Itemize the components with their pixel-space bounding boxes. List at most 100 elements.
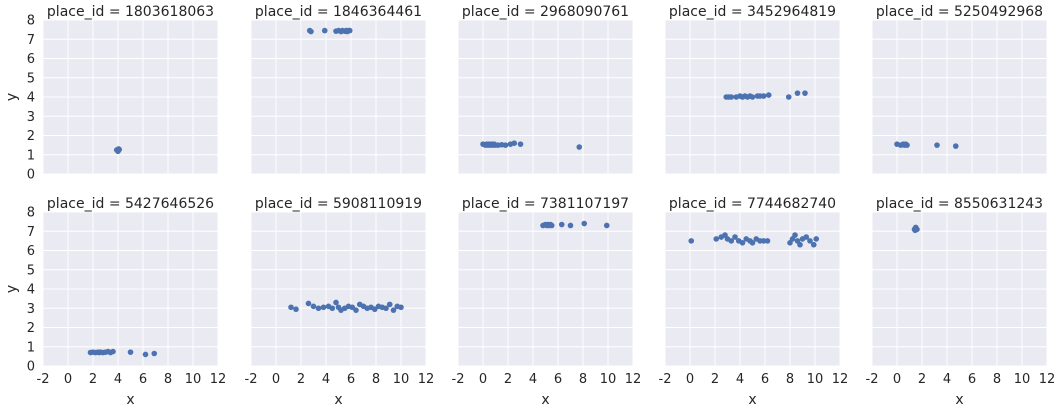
facet-panel-3: place_id = 2968090761 xyxy=(457,4,634,175)
data-point xyxy=(567,222,574,229)
data-point xyxy=(728,238,735,244)
data-point xyxy=(797,241,803,248)
data-point xyxy=(732,234,738,240)
x-tick-label: 12 xyxy=(625,372,642,387)
x-tick-label: 8 xyxy=(993,372,1001,387)
x-tick-label: 12 xyxy=(832,372,849,387)
data-point xyxy=(293,306,299,313)
x-tick-label: 2 xyxy=(89,372,97,387)
data-point xyxy=(913,226,920,232)
y-tick-label: 1 xyxy=(27,340,35,355)
data-point xyxy=(315,305,322,312)
x-tick-label: 2 xyxy=(711,372,719,387)
x-tick-label: 12 xyxy=(418,372,435,387)
facet-panel-9: place_id = 7744682740 -2 0 2 4 6 8 10 12 x xyxy=(659,196,849,408)
y-tick-label: 0 xyxy=(27,168,35,183)
data-point xyxy=(517,141,524,147)
x-axis-label: x xyxy=(955,392,963,408)
data-point xyxy=(581,220,588,227)
data-point xyxy=(713,236,720,242)
facet-panel-5: place_id = 5250492968 xyxy=(871,4,1048,175)
data-point xyxy=(803,234,810,240)
data-point xyxy=(333,299,339,306)
y-tick-label: 8 xyxy=(27,14,35,29)
x-axis-label: x xyxy=(541,392,549,408)
y-tick-label: 3 xyxy=(27,302,35,317)
facet-title: place_id = 5908110919 xyxy=(255,196,422,212)
data-point xyxy=(813,236,820,242)
facet-panel-7: place_id = 5908110919 -2 0 2 4 6 8 10 12 x xyxy=(245,196,435,408)
x-tick-label: 4 xyxy=(322,372,330,387)
data-point xyxy=(329,305,336,312)
y-tick-label: 2 xyxy=(27,129,35,144)
facet-panel-1: place_id = 1803618063 0 1 2 3 4 5 6 7 8 y xyxy=(4,4,219,183)
data-point xyxy=(353,307,359,313)
data-point xyxy=(802,90,808,96)
data-point xyxy=(548,222,555,229)
x-axis-label: x xyxy=(126,392,134,408)
x-tick-label: -2 xyxy=(659,372,672,387)
x-tick-label: 0 xyxy=(686,372,694,387)
x-tick-label: -2 xyxy=(37,372,50,387)
x-tick-label: 6 xyxy=(139,372,147,387)
x-tick-label: 10 xyxy=(185,372,202,387)
facet-title: place_id = 1846364461 xyxy=(255,4,422,20)
data-point xyxy=(321,27,328,34)
x-tick-label: 8 xyxy=(786,372,794,387)
data-point xyxy=(728,94,735,100)
data-point xyxy=(952,143,959,149)
data-point xyxy=(739,240,746,246)
y-tick-label: 6 xyxy=(27,52,35,67)
facet-title: place_id = 5250492968 xyxy=(876,4,1043,20)
facet-title: place_id = 8550631243 xyxy=(876,196,1043,212)
facet-panel-2: place_id = 1846364461 xyxy=(250,4,427,175)
y-tick-label: 4 xyxy=(27,91,35,106)
data-point xyxy=(310,303,317,310)
data-point xyxy=(127,349,134,355)
x-tick-label: 4 xyxy=(943,372,951,387)
x-tick-label: 10 xyxy=(1014,372,1031,387)
data-point xyxy=(398,304,404,311)
x-tick-label: 8 xyxy=(579,372,587,387)
data-point xyxy=(386,301,393,308)
x-tick-label: 0 xyxy=(272,372,280,387)
x-tick-label: -2 xyxy=(245,372,258,387)
data-point xyxy=(383,305,389,312)
x-tick-label: 2 xyxy=(504,372,512,387)
facet-title: place_id = 5427646526 xyxy=(47,196,214,212)
data-point xyxy=(764,238,771,244)
facet-title: place_id = 2968090761 xyxy=(462,4,629,20)
x-tick-label: 12 xyxy=(210,372,227,387)
x-tick-label: 4 xyxy=(114,372,122,387)
x-tick-label: 2 xyxy=(297,372,305,387)
data-point xyxy=(308,28,314,35)
y-tick-label: 4 xyxy=(27,283,35,298)
y-tick-label: 7 xyxy=(27,225,35,240)
y-tick-label: 3 xyxy=(27,110,35,125)
y-tick-label: 7 xyxy=(27,33,35,48)
facet-title: place_id = 7381107197 xyxy=(462,196,629,212)
data-point xyxy=(390,307,397,313)
facet-panel-10: place_id = 8550631243 -2 0 2 4 6 8 10 12 x xyxy=(866,196,1056,408)
x-tick-label: 2 xyxy=(918,372,926,387)
facet-title: place_id = 7744682740 xyxy=(669,196,836,212)
data-point xyxy=(785,94,792,100)
data-point xyxy=(688,238,695,244)
facet-panel-4: place_id = 3452964819 xyxy=(664,4,841,175)
x-tick-label: 8 xyxy=(164,372,172,387)
data-point xyxy=(603,222,610,229)
x-tick-label: 4 xyxy=(529,372,537,387)
x-tick-label: 6 xyxy=(968,372,976,387)
data-point xyxy=(346,27,353,34)
x-tick-label: 4 xyxy=(736,372,744,387)
x-tick-label: 10 xyxy=(600,372,617,387)
data-point xyxy=(110,348,116,355)
x-tick-label: 0 xyxy=(479,372,487,387)
data-point xyxy=(576,144,583,150)
data-point xyxy=(151,350,158,357)
data-point xyxy=(320,304,327,311)
facet-title: place_id = 1803618063 xyxy=(47,4,214,20)
data-point xyxy=(792,232,798,238)
